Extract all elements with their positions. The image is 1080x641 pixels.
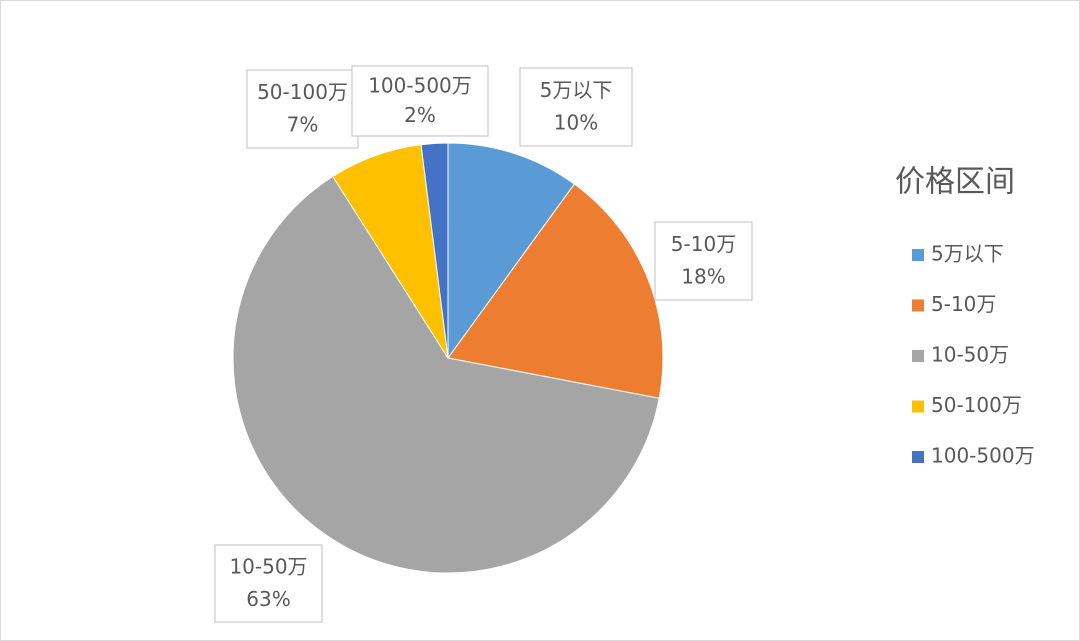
data-label-category: 5-10万 xyxy=(671,232,736,256)
legend-label: 5-10万 xyxy=(931,292,996,316)
data-label-value: 2% xyxy=(404,103,436,127)
data-label-value: 7% xyxy=(287,113,319,137)
legend-title: 价格区间 xyxy=(895,165,1015,200)
data-label-box xyxy=(519,67,633,147)
pie-slice xyxy=(420,142,449,359)
data-label-category: 5万以下 xyxy=(540,78,613,102)
data-label-box xyxy=(351,65,489,137)
legend-swatch xyxy=(912,451,924,463)
pie-slice xyxy=(447,183,664,399)
data-label-category: 100-500万 xyxy=(368,74,472,98)
pie-slice xyxy=(447,142,576,360)
legend-swatch xyxy=(912,249,924,261)
legend-label: 5万以下 xyxy=(931,242,1004,266)
data-label-box xyxy=(654,221,753,301)
legend-swatch xyxy=(912,400,924,413)
legend-swatch xyxy=(912,350,924,362)
data-label-value: 18% xyxy=(681,265,725,289)
data-label-box xyxy=(214,544,323,623)
data-label-value: 63% xyxy=(246,587,290,611)
pie-slice xyxy=(232,175,660,574)
legend-swatch xyxy=(912,299,924,312)
data-label-value: 10% xyxy=(554,111,598,135)
data-label-category: 50-100万 xyxy=(257,80,348,104)
data-label-category: 10-50万 xyxy=(229,555,307,579)
legend-label: 50-100万 xyxy=(931,393,1022,417)
legend-label: 100-500万 xyxy=(931,444,1035,468)
data-label-box xyxy=(246,69,359,149)
legend-label: 10-50万 xyxy=(931,343,1009,367)
